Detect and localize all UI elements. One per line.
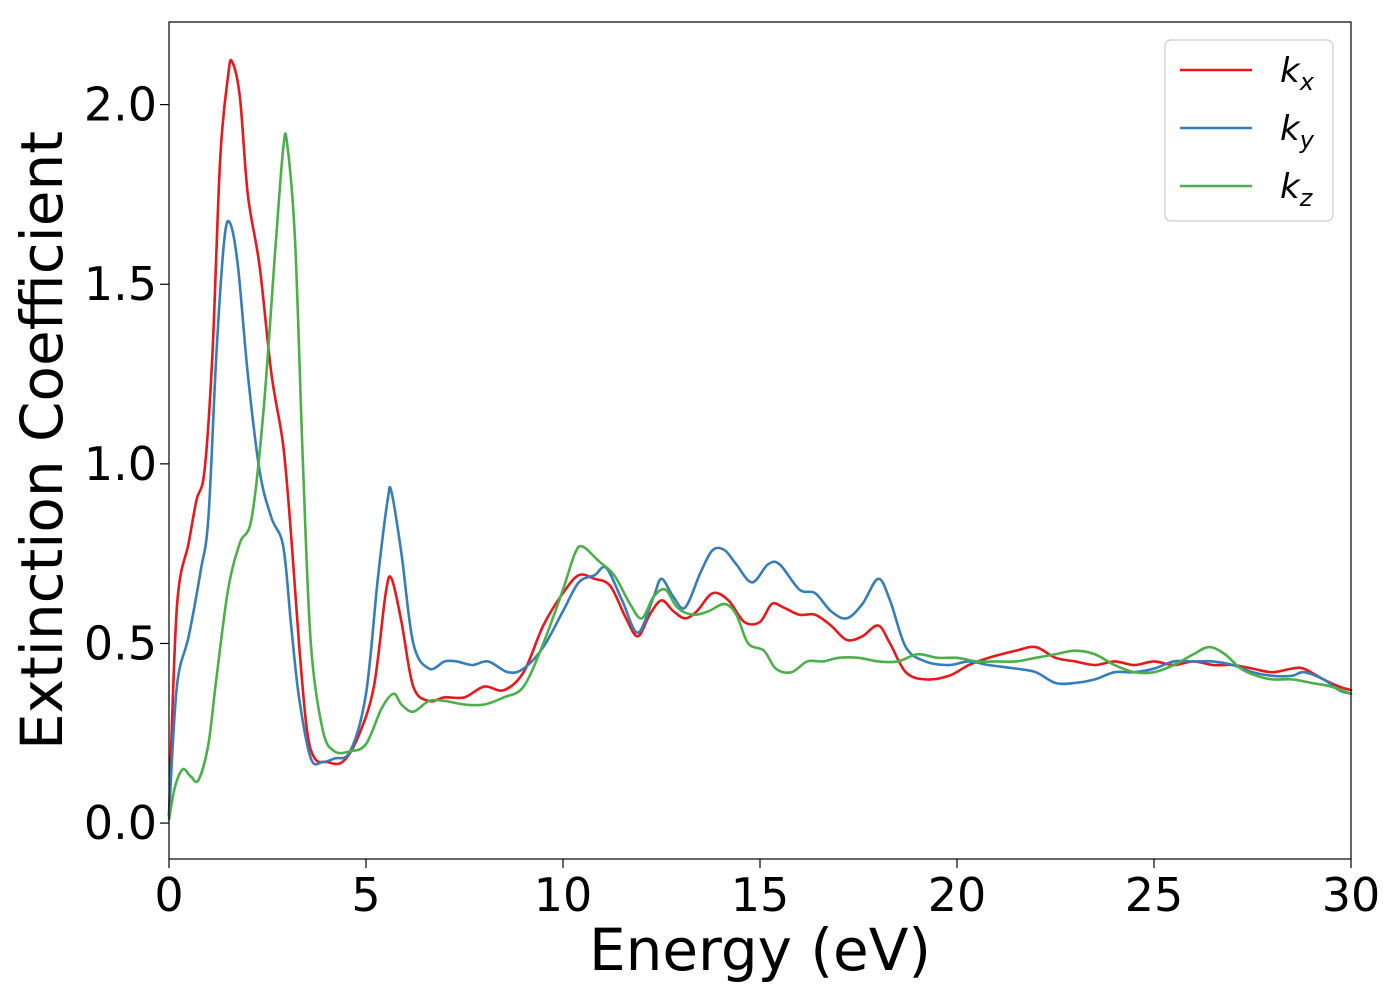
legend-label-subscript: z [1299,184,1314,212]
series-line-kx [167,58,1353,818]
x-tick-label: 25 [1125,868,1184,922]
legend-label: kx [1280,51,1315,96]
y-tick-label: 1.5 [84,257,157,311]
series-line-ky [167,219,1353,818]
x-tick-label: 10 [534,868,593,922]
legend-label-base: k [1280,167,1301,207]
axes: 0 5 10 15 20 25 30 0.0 0.5 1.0 1.5 2.0 [84,78,1380,922]
y-tick-label: 2.0 [84,78,157,132]
legend-label-subscript: y [1299,126,1315,154]
x-tick-label: 0 [154,868,183,922]
series-group [167,58,1353,821]
legend-label-base: k [1280,109,1301,149]
x-tick-label: 15 [731,868,790,922]
y-tick-label: 1.0 [84,437,157,491]
legend-label-base: k [1280,51,1301,91]
x-tick-label: 20 [928,868,987,922]
x-axis-title: Energy (eV) [589,916,931,984]
legend-label: ky [1280,109,1315,154]
legend-label: kz [1280,167,1314,212]
y-tick-label: 0.5 [84,616,157,670]
legend-label-subscript: x [1299,68,1315,96]
legend-box [1164,39,1334,222]
y-tick-label: 0.0 [84,796,157,850]
x-tick-label: 30 [1322,868,1381,922]
y-axis-title: Extinction Coefficient [8,131,76,750]
series-line-kz [167,132,1353,821]
x-tick-label: 5 [351,868,380,922]
plot-frame [168,21,1352,860]
